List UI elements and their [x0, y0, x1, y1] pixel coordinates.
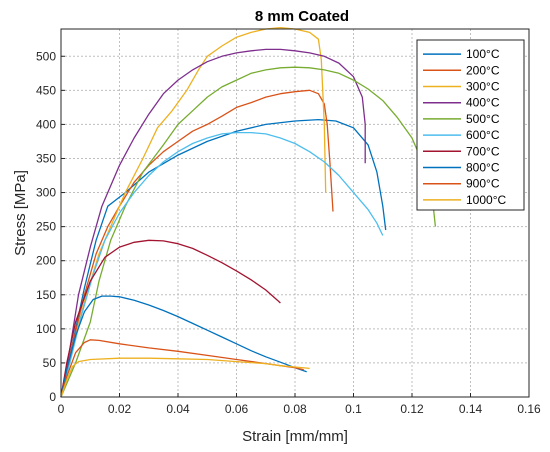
x-tick-label: 0.06	[225, 402, 249, 416]
y-tick-label: 200	[36, 254, 56, 268]
x-tick-label: 0	[58, 402, 65, 416]
y-tick-label: 450	[36, 83, 56, 97]
x-axis-label: Strain [mm/mm]	[242, 428, 348, 445]
x-tick-label: 0.1	[345, 402, 362, 416]
series-line-4	[60, 48, 366, 398]
legend-entry: 600°C	[466, 128, 500, 142]
x-tick-label: 0.14	[459, 402, 483, 416]
legend-entry: 700°C	[466, 144, 500, 158]
y-tick-label: 0	[49, 390, 56, 404]
legend-entry: 1000°C	[466, 193, 506, 207]
legend-entry: 800°C	[466, 161, 500, 175]
y-tick-label: 250	[36, 220, 56, 234]
series-line-5	[60, 66, 437, 398]
chart-title: 8 mm Coated	[255, 8, 349, 25]
series-line-2	[60, 89, 334, 398]
series-line-6	[60, 131, 384, 398]
x-tick-labels: 0 0.02 0.04 0.06 0.08 0.1 0.12 0.14 0.16	[58, 393, 541, 416]
y-tick-label: 500	[36, 49, 56, 63]
legend-entry: 900°C	[466, 177, 500, 191]
series-line-3	[60, 26, 327, 398]
y-axis-label: Stress [MPa]	[12, 170, 29, 256]
y-tick-label: 100	[36, 322, 56, 336]
x-tick-label: 0.08	[283, 402, 307, 416]
legend: 100°C 200°C 300°C 400°C 500°C 600°C 700°C 800°C…	[416, 39, 525, 211]
x-tick-label: 0.04	[166, 402, 190, 416]
series-lines	[60, 26, 437, 398]
legend-entry: 200°C	[466, 63, 500, 77]
y-tick-label: 50	[43, 356, 57, 370]
y-tick-label: 300	[36, 186, 56, 200]
x-tick-label: 0.16	[517, 402, 541, 416]
legend-entry: 400°C	[466, 96, 500, 110]
y-tick-label: 350	[36, 151, 56, 165]
x-tick-label: 0.02	[108, 402, 132, 416]
legend-box	[416, 39, 525, 211]
y-tick-label: 150	[36, 288, 56, 302]
series-line-7	[60, 239, 281, 398]
series-line-8	[60, 295, 307, 398]
legend-entry: 100°C	[466, 47, 500, 61]
series-line-10	[60, 357, 310, 398]
legend-entry: 500°C	[466, 112, 500, 126]
y-tick-labels: 0 50 100 150 200 250 300 350 400 450 500	[36, 49, 65, 404]
x-tick-label: 0.12	[400, 402, 424, 416]
legend-entry: 300°C	[466, 80, 500, 94]
y-tick-label: 400	[36, 117, 56, 131]
